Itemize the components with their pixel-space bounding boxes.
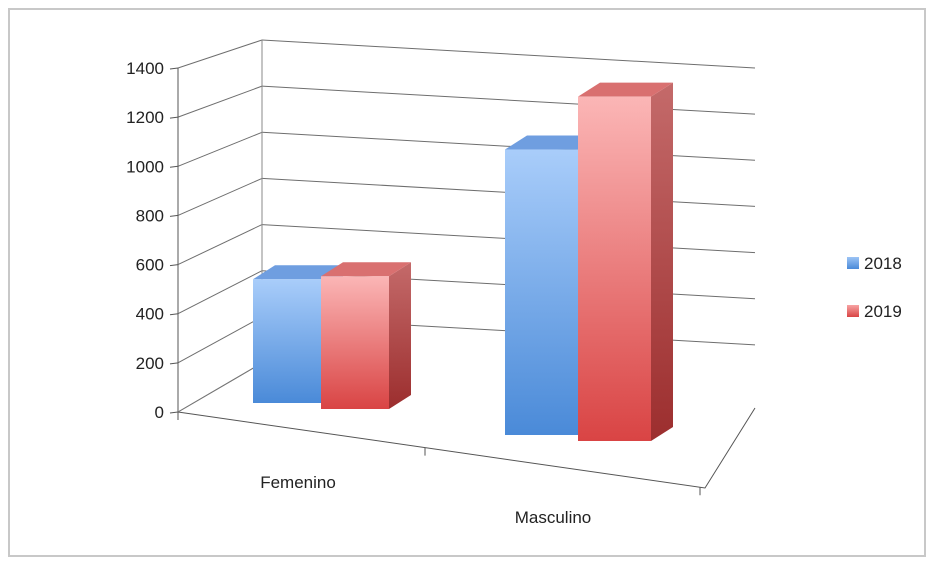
y-tick-mark: [169, 411, 179, 414]
y-tick-label: 1000: [126, 157, 164, 176]
y-tick-mark: [169, 313, 179, 316]
y-tick-label: 1400: [126, 59, 164, 78]
legend-swatch: [847, 305, 859, 317]
bar-front-face: [321, 276, 389, 409]
bars: [253, 82, 673, 442]
bar-top-face: [253, 265, 343, 280]
y-tick-label: 200: [136, 354, 164, 373]
legend-label: 2019: [864, 302, 902, 321]
gridline-left-wall: [177, 177, 263, 216]
y-tick-mark: [169, 214, 179, 217]
gridline-left-wall: [177, 316, 263, 364]
bar-front-face: [505, 149, 578, 435]
y-tick-label: 600: [136, 256, 164, 275]
bar-side-face: [389, 262, 411, 409]
bar-front-face: [578, 96, 651, 442]
y-tick-mark: [169, 165, 179, 168]
legend-item-2019: 2019: [847, 302, 902, 321]
bar-side-face: [651, 82, 673, 442]
floor-left-edge: [177, 362, 263, 413]
category-labels: Femenino Masculino: [260, 473, 591, 527]
y-tick-mark: [169, 362, 179, 365]
y-tick-label: 800: [136, 206, 164, 225]
legend: 2018 2019: [847, 254, 902, 321]
floor-front-edge: [177, 407, 756, 489]
bar-2019-Masculino: [578, 82, 673, 442]
gridline-left-wall: [177, 270, 263, 315]
axes: [169, 40, 756, 496]
y-tick-label: 1200: [126, 108, 164, 127]
gridline-back-wall: [261, 85, 756, 115]
gridline-back-wall: [261, 39, 756, 69]
bar-2019-Femenino: [321, 262, 411, 409]
bar-top-face: [321, 262, 411, 277]
y-tick-labels: 0 200 400 600 800 1000 1200 1400: [126, 59, 164, 422]
legend-label: 2018: [864, 254, 902, 273]
gridline-left-wall: [177, 85, 263, 118]
gridline-left-wall: [177, 39, 263, 69]
y-tick-mark: [169, 116, 179, 119]
bar-top-face: [578, 82, 673, 97]
bar-top-face: [505, 135, 600, 150]
gridline-left-wall: [177, 224, 263, 266]
category-label-femenino: Femenino: [260, 473, 336, 492]
bar-front-face: [253, 279, 321, 403]
category-label-masculino: Masculino: [515, 508, 592, 527]
y-tick-label: 0: [155, 403, 164, 422]
y-tick-mark: [169, 67, 179, 70]
y-tick-mark: [169, 264, 179, 267]
legend-swatch: [847, 257, 859, 269]
gridline-left-wall: [177, 131, 263, 167]
y-tick-label: 400: [136, 305, 164, 324]
legend-item-2018: 2018: [847, 254, 902, 273]
